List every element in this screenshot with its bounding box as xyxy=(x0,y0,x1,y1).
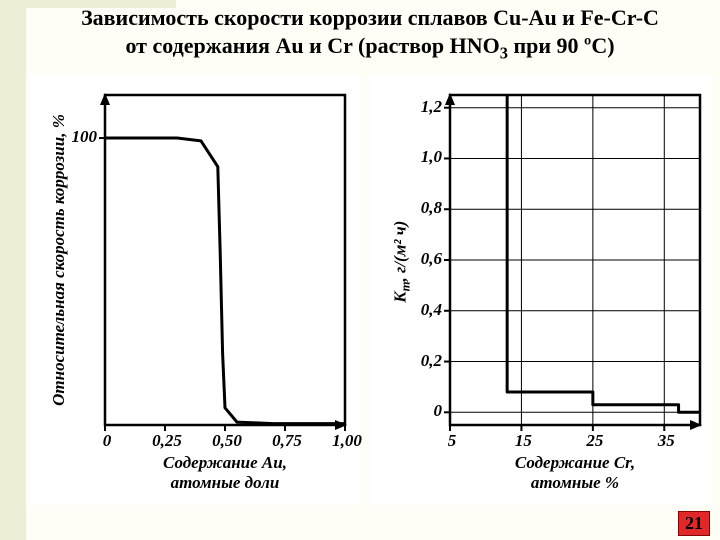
title-line2a: от содержания Au и Cr (раствор HNO xyxy=(125,33,499,58)
page-number: 21 xyxy=(678,511,710,536)
x-tick-label: 35 xyxy=(646,431,686,451)
x-tick-label: 0,50 xyxy=(207,431,247,451)
y-axis-label: Km, г/(м² ч) xyxy=(390,97,413,427)
x-tick-label: 0,75 xyxy=(267,431,307,451)
x-tick-label: 0,25 xyxy=(147,431,187,451)
left-accent-bar xyxy=(0,0,26,540)
x-tick-label: 15 xyxy=(503,431,543,451)
y-tick-label: 0,6 xyxy=(421,249,442,269)
right-chart: 5 15 25 35 0 0,2 0,4 0,6 0,8 1,0 1,2 Содержание Cr,… xyxy=(370,75,712,505)
x-axis-label: Содержание Au,атомные доли xyxy=(105,453,345,493)
y-axis-label: Относительная скорость коррозии, % xyxy=(49,95,69,425)
slide-title: Зависимость скорости коррозии сплавов Cu… xyxy=(30,4,710,64)
x-axis-label: Содержание Cr,атомные % xyxy=(450,453,700,493)
left-chart: 00,250,500,751,00100Содержание Au,атомны… xyxy=(30,75,360,505)
x-tick-label: 0 xyxy=(87,431,127,451)
x-tick-label: 25 xyxy=(575,431,615,451)
y-tick-label: 1,2 xyxy=(421,97,442,117)
title-line2b: при 90 ºС) xyxy=(508,33,615,58)
y-tick-label: 0,8 xyxy=(421,198,442,218)
y-tick-label: 1,0 xyxy=(421,147,442,167)
title-line1: Зависимость скорости коррозии сплавов Cu… xyxy=(81,5,659,30)
title-sub: 3 xyxy=(500,43,508,62)
y-tick-label: 0 xyxy=(434,401,443,421)
x-tick-label: 1,00 xyxy=(327,431,367,451)
y-tick-label: 100 xyxy=(72,127,98,147)
y-tick-label: 0,4 xyxy=(421,300,442,320)
x-tick-label: 5 xyxy=(432,431,472,451)
y-tick-label: 0,2 xyxy=(421,351,442,371)
